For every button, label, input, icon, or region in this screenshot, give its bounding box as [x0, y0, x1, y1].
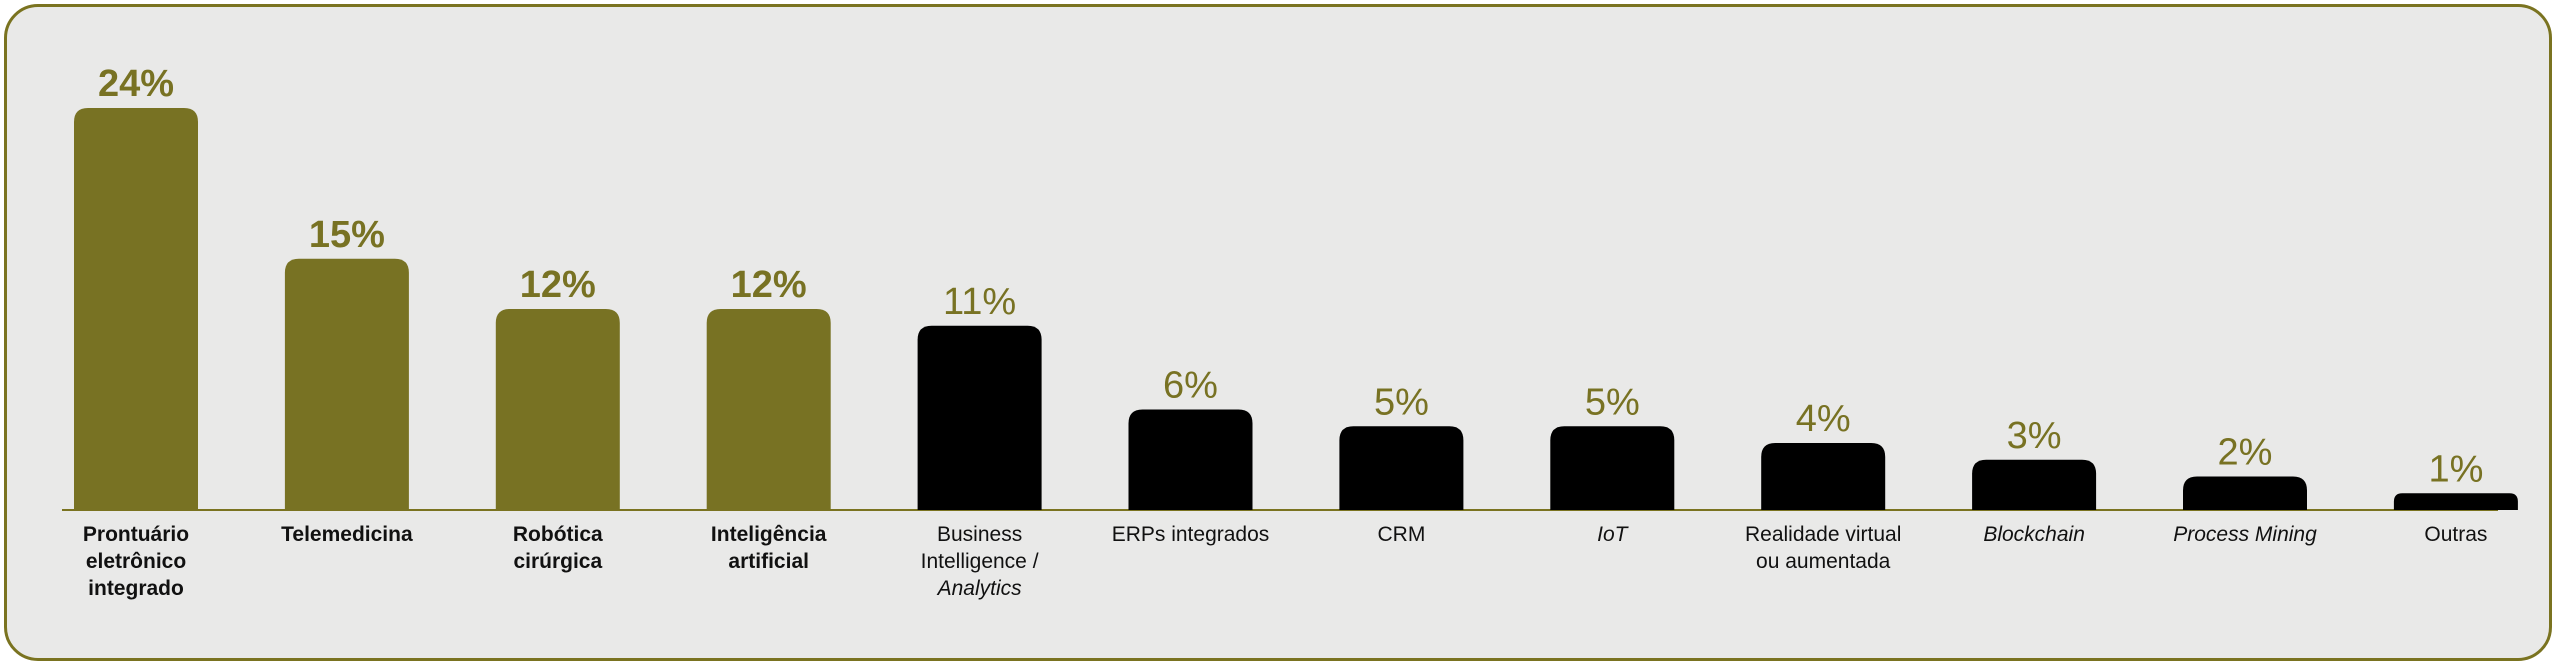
value-label-3: 12% [520, 264, 596, 306]
category-label-4: Inteligência artificial [711, 523, 827, 573]
bar-2 [284, 258, 409, 510]
bar-3 [495, 309, 620, 510]
category-label-6: ERPs integrados [1112, 523, 1270, 546]
value-label-9: 4% [1796, 398, 1851, 440]
chart-frame [4, 4, 2552, 661]
value-label-5: 11% [943, 281, 1016, 323]
bar-11 [2183, 476, 2307, 510]
value-label-8: 5% [1585, 381, 1640, 423]
value-label-7: 5% [1374, 381, 1429, 423]
bar-5 [917, 325, 1042, 510]
bar-7 [1339, 426, 1464, 510]
bar-6 [1128, 409, 1253, 510]
category-label-7: CRM [1377, 523, 1425, 546]
category-label-12: Outras [2424, 523, 2487, 546]
category-label-1: Prontuário eletrônico integrado [83, 523, 189, 600]
bar-10 [1972, 459, 2097, 510]
category-label-2: Telemedicina [281, 523, 413, 546]
category-label-8: IoT [1597, 523, 1630, 546]
value-label-4: 12% [731, 264, 807, 306]
bar-1 [74, 108, 198, 510]
value-label-2: 15% [309, 214, 385, 256]
bar-12 [2393, 493, 2518, 510]
category-label-3: Robótica cirúrgica [513, 523, 603, 573]
bar-8 [1550, 426, 1675, 510]
value-label-11: 2% [2218, 432, 2273, 474]
category-label-5: Business Intelligence / Analytics [921, 523, 1039, 600]
bar-9 [1761, 443, 1886, 510]
category-label-11: Process Mining [2173, 523, 2317, 546]
value-label-1: 24% [98, 63, 174, 105]
value-label-6: 6% [1163, 365, 1218, 407]
value-label-12: 1% [2428, 448, 2483, 490]
bar-4 [706, 309, 831, 510]
category-label-9: Realidade virtual ou aumentada [1745, 523, 1901, 573]
value-label-10: 3% [2007, 415, 2062, 457]
category-label-10: Blockchain [1983, 523, 2085, 546]
